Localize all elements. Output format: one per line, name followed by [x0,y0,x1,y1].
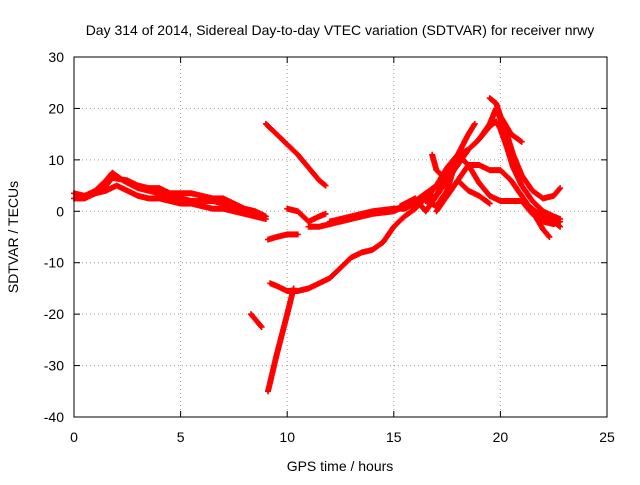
y-tick-label: -30 [44,358,64,374]
series-track-short-dip [247,311,265,330]
y-tick-label: 20 [48,100,64,116]
series-track-late-6 [486,95,525,145]
grid-lines [74,57,607,417]
series-track-low-segment [265,231,301,243]
plot-frame [73,56,608,418]
data-point [322,210,329,217]
data-point [432,183,439,190]
data-point [471,120,478,127]
x-tick-label: 10 [279,429,295,445]
x-tick-label: 0 [70,429,78,445]
data-point [460,152,467,159]
series-track-rising-1 [265,285,297,395]
y-tick-label: 0 [56,203,64,219]
axes: 0 5 10 15 20 25 -40 -30 -20 -10 0 10 20 30 [44,49,615,445]
series-track-early-2 [71,174,269,220]
data-point [556,186,563,193]
data-points [71,95,564,395]
chart-title: Day 314 of 2014, Sidereal Day-to-day VTE… [86,22,595,38]
y-axis-label: SDTVAR / TECUs [5,181,21,293]
data-point [545,232,552,239]
data-point [518,138,525,145]
x-tick-label: 5 [177,429,185,445]
data-point [557,223,564,230]
data-point [294,231,301,238]
series-track-late-3 [429,151,468,184]
series-track-late-5 [444,177,493,207]
x-tick-label: 15 [386,429,402,445]
data-point [486,200,493,207]
series-track-late-7 [518,198,564,228]
series-track-mid-1 [284,205,329,225]
y-tick-label: -10 [44,255,64,271]
x-tick-label: 20 [493,429,509,445]
series-track-early-3 [81,182,269,222]
data-point [321,181,328,188]
y-tick-label: 10 [48,152,64,168]
data-point [517,138,524,144]
data-point [262,216,269,222]
data-point [557,185,564,192]
data-point [485,199,492,206]
y-tick-label: -20 [44,306,64,322]
data-point [258,324,265,330]
data-point [461,151,468,158]
y-tick-label: 30 [48,49,64,65]
x-tick-label: 25 [599,429,615,445]
data-point [257,322,264,329]
data-point [322,182,329,189]
y-tick-label: -40 [44,409,64,425]
x-axis-label: GPS time / hours [287,458,394,474]
series-track-falling [262,120,329,189]
data-point [546,234,553,240]
data-point [557,218,564,225]
